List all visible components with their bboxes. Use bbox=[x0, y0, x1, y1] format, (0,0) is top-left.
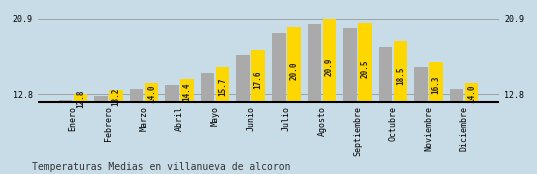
Bar bbox=[236, 55, 250, 102]
Text: 20.5: 20.5 bbox=[360, 59, 369, 78]
Bar bbox=[74, 94, 87, 102]
Bar bbox=[144, 83, 158, 102]
Bar bbox=[379, 47, 393, 102]
Bar bbox=[415, 67, 428, 102]
Bar bbox=[272, 33, 286, 102]
Text: 20.9: 20.9 bbox=[325, 58, 334, 76]
Bar bbox=[450, 89, 463, 102]
Bar bbox=[216, 67, 229, 102]
Bar bbox=[251, 50, 265, 102]
Bar bbox=[59, 100, 72, 102]
Bar bbox=[465, 83, 478, 102]
Text: 18.5: 18.5 bbox=[396, 67, 405, 85]
Bar bbox=[429, 62, 443, 102]
Bar bbox=[394, 41, 407, 102]
Bar bbox=[358, 23, 372, 102]
Text: 20.0: 20.0 bbox=[289, 61, 298, 80]
Text: 17.6: 17.6 bbox=[253, 70, 263, 89]
Bar bbox=[94, 96, 108, 102]
Text: 14.0: 14.0 bbox=[147, 85, 156, 103]
Text: 14.0: 14.0 bbox=[467, 85, 476, 103]
Bar bbox=[323, 19, 336, 102]
Text: 15.7: 15.7 bbox=[218, 78, 227, 96]
Bar bbox=[130, 89, 143, 102]
Text: 14.4: 14.4 bbox=[183, 83, 192, 101]
Text: 12.8: 12.8 bbox=[76, 89, 85, 108]
Text: Temperaturas Medias en villanueva de alcoron: Temperaturas Medias en villanueva de alc… bbox=[32, 162, 291, 172]
Bar bbox=[343, 28, 357, 102]
Bar bbox=[287, 27, 301, 102]
Bar bbox=[109, 90, 122, 102]
Bar bbox=[201, 73, 214, 102]
Text: 13.2: 13.2 bbox=[111, 88, 120, 106]
Bar bbox=[308, 24, 321, 102]
Text: 16.3: 16.3 bbox=[432, 76, 440, 94]
Bar bbox=[180, 79, 194, 102]
Bar bbox=[165, 85, 179, 102]
